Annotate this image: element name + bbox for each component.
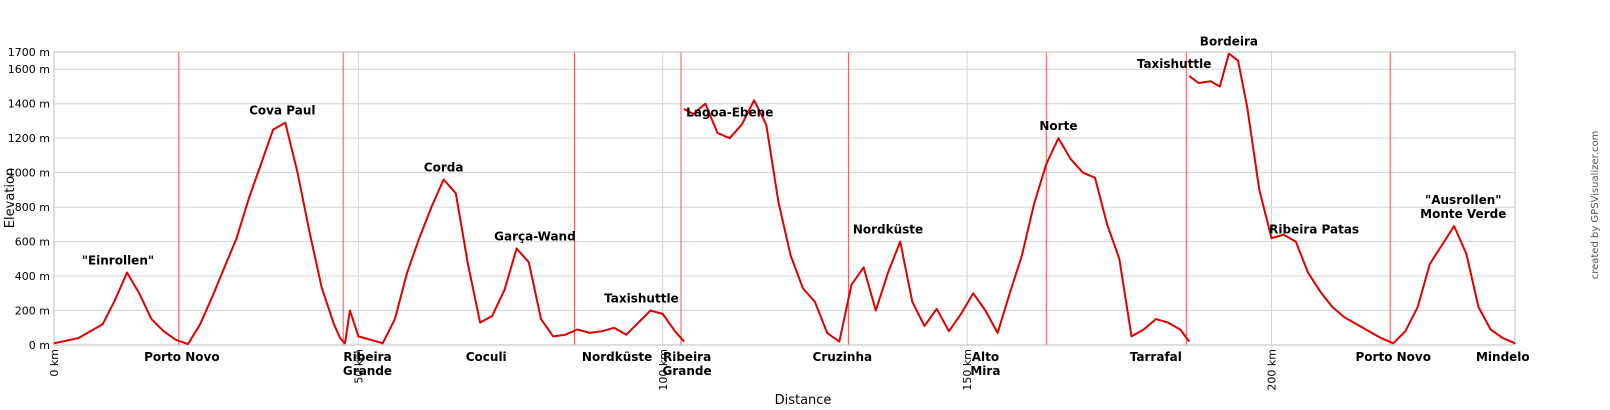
y-tick-label: 200 m (15, 305, 50, 318)
y-tick-label: 1000 m (8, 167, 50, 180)
annotation-label: Alto Mira (970, 350, 1000, 378)
annotation-label: Nordküste (853, 223, 923, 237)
stage-breaks (178, 52, 1391, 345)
elevation-line-segment (53, 121, 685, 346)
annotation-label: Coculi (466, 350, 507, 364)
y-tick-label: 1200 m (8, 132, 50, 145)
y-tick-label: 1600 m (8, 63, 50, 76)
grid (53, 51, 1515, 346)
plot-border (53, 51, 1516, 346)
annotation-label: Taxishuttle (604, 292, 679, 306)
x-axis-label: Distance (775, 393, 832, 408)
annotation-label: Garça-Wand (494, 229, 576, 243)
annotation-label: Norte (1039, 119, 1077, 133)
annotation-label: Porto Novo (1356, 350, 1431, 364)
y-tick-label: 1700 m (8, 46, 50, 59)
annotation-label: "Einrollen" (82, 254, 154, 268)
y-tick-label: 600 m (15, 236, 50, 249)
annotation-label: "Ausrollen" Monte Verde (1420, 193, 1506, 221)
annotation-label: Cova Paul (249, 104, 315, 118)
y-tick-labels: 0 m 200 m 400 m 600 m 800 m 1000 m 1200 m 1400 … (8, 46, 50, 352)
elevation-line-segment (683, 99, 1191, 343)
annotation-label: Cruzinha (813, 350, 873, 364)
annotation-label: Ribeira Grande (343, 350, 392, 378)
annotation-label: Corda (424, 161, 464, 175)
y-tick-label: 1400 m (8, 98, 50, 111)
annotation-label: Porto Novo (144, 350, 219, 364)
y-tick-label: 400 m (15, 270, 50, 283)
x-tick-label: 50 km (352, 349, 365, 384)
elevation-series (53, 52, 1516, 346)
annotation-label: Ribeira Grande (663, 350, 712, 378)
x-tick-label: 200 km (1266, 349, 1279, 391)
elevation-line-segment (1188, 52, 1516, 345)
credit-label: created by GPSVisualizer.com (1590, 131, 1601, 280)
y-tick-label: 800 m (15, 201, 50, 214)
annotation-label: Ribeira Patas (1269, 223, 1359, 237)
annotations: "Einrollen" Porto Novo Cova Paul Ribeira Gra… (82, 35, 1530, 378)
plot-frame (53, 51, 1516, 346)
annotation-label: Taxishuttle (1137, 57, 1212, 71)
annotation-label: Tarrafal (1130, 350, 1182, 364)
y-axis-label: Elevation (3, 168, 18, 228)
x-tick-label: 150 km (961, 349, 974, 391)
x-tick-labels: 0 km 50 km 100 km 150 km 200 km (48, 349, 1279, 391)
annotation-label: Mindelo (1476, 350, 1530, 364)
annotation-label: Nordküste (582, 350, 652, 364)
x-tick-label: 100 km (657, 349, 670, 391)
x-tick-label: 0 km (48, 349, 61, 377)
annotation-label: Bordeira (1200, 35, 1258, 49)
annotation-label: Lagoa-Ebene (686, 105, 773, 119)
y-tick-label: 0 m (29, 339, 50, 352)
